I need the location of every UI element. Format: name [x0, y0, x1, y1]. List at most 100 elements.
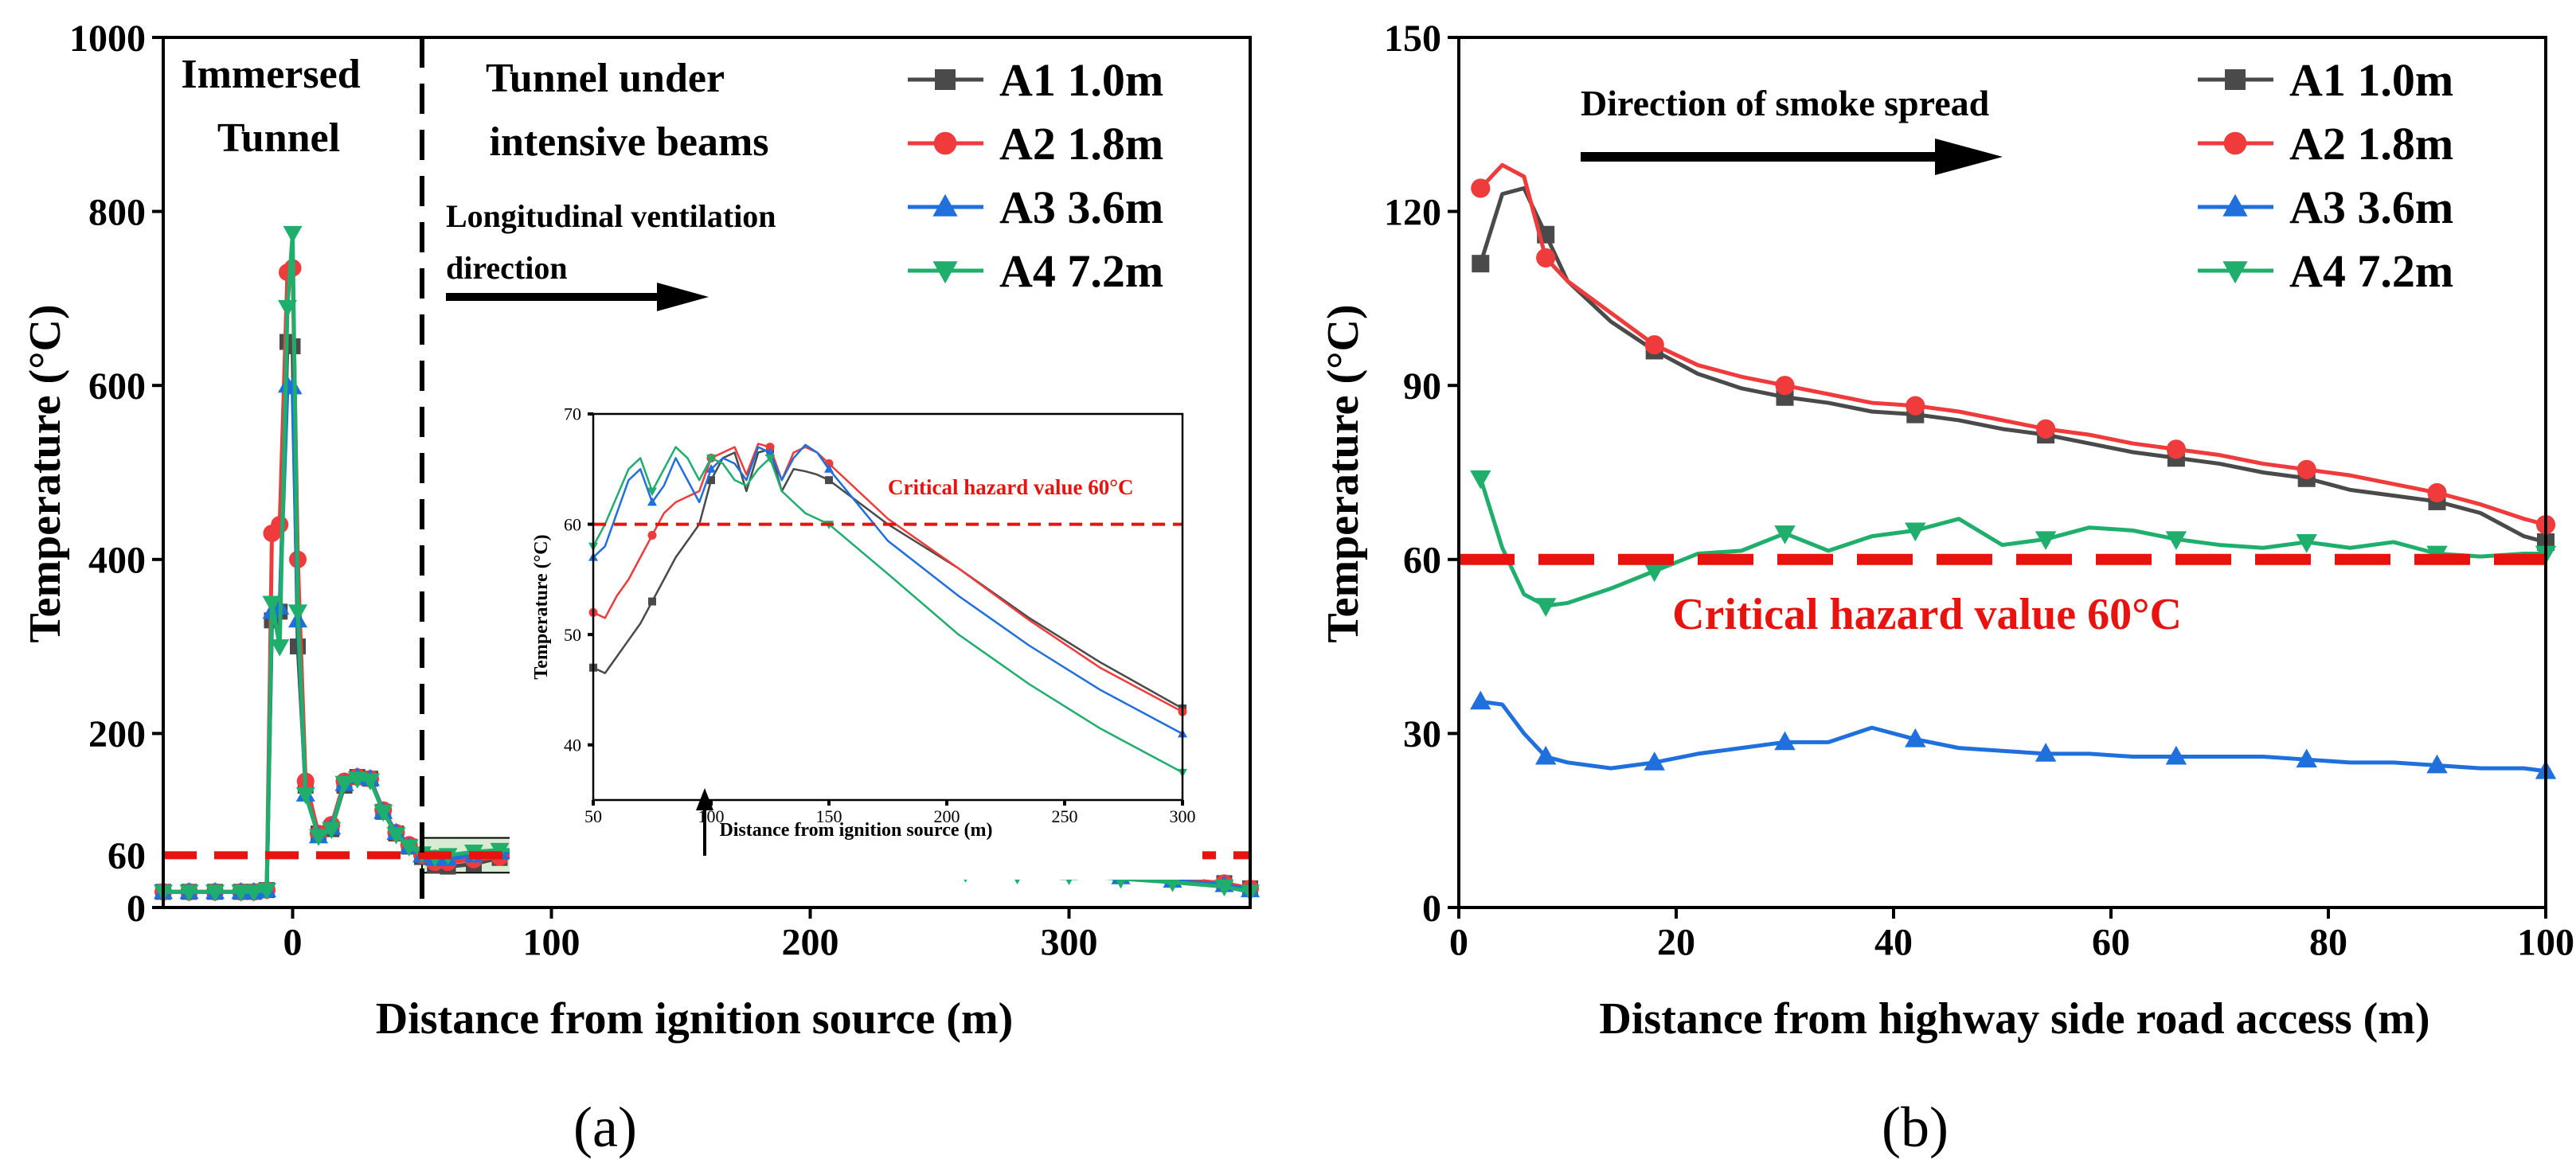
panel-b-legend: A1 1.0m A2 1.8m A3 3.6m A4 7.2m: [2198, 54, 2453, 297]
y-tick-label: 150: [1384, 18, 1441, 60]
x-tick-label: 300: [1041, 922, 1098, 964]
data-point-A3: [706, 464, 716, 473]
legend-label-A1: A1 1.0m: [999, 54, 1163, 106]
series-line-A3: [592, 443, 1183, 735]
data-point-A3: [2426, 754, 2448, 774]
legend-item-A3: A3 3.6m: [2198, 181, 2453, 233]
x-tick-label: 0: [1449, 922, 1468, 964]
x-tick-label: 50: [584, 806, 602, 826]
panel-a-ventilation-label-line1: Longitudinal ventilation: [446, 198, 776, 234]
series-line-A2: [592, 443, 1183, 713]
data-point-A4: [2035, 531, 2057, 551]
data-point-A3: [283, 377, 303, 395]
panel-a-label: (a): [573, 1095, 637, 1159]
y-tick-label: 800: [88, 191, 146, 233]
y-tick-label: 60: [1403, 540, 1441, 582]
legend-label-A1: A1 1.0m: [2289, 54, 2453, 106]
panel-b-critical-label: Critical hazard value 60°C: [1672, 590, 2182, 639]
data-point-A3: [1644, 751, 1665, 771]
panel-a-region-right-line1: Tunnel under: [486, 56, 725, 101]
legend-marker-A4: [932, 261, 958, 284]
panel-a-x-axis-label: Distance from ignition source (m): [376, 994, 1014, 1044]
data-point-A3: [1774, 731, 1796, 751]
x-tick-label: 150: [816, 806, 842, 826]
data-point-A4: [1535, 598, 1557, 617]
panel-b-label: (b): [1882, 1095, 1949, 1159]
data-point-A4: [765, 454, 775, 463]
series-line-A2: [1479, 162, 2547, 527]
y-tick-label: 0: [1422, 888, 1441, 930]
data-point-A2: [1906, 396, 1925, 416]
data-point-A3: [1535, 745, 1557, 765]
data-point-A3: [1905, 728, 1926, 747]
y-tick-label: 200: [88, 713, 146, 755]
data-point-A4: [706, 454, 716, 463]
data-point-A4: [1774, 525, 1796, 544]
panel-b-ticks: 0 20 40 60 80 100 0 30 60 90 120 150: [1384, 18, 2574, 964]
legend-item-A4: A4 7.2m: [908, 245, 1163, 297]
data-point-A2: [647, 530, 657, 540]
panel-b-series-group: [1459, 162, 2557, 779]
legend-label-A4: A4 7.2m: [2289, 245, 2453, 297]
panel-b: 0 20 40 60 80 100 0 30 60 90 120 150 Direction of s…: [1319, 18, 2574, 1159]
data-point-A4: [399, 839, 419, 857]
x-tick-label: 0: [283, 922, 303, 964]
panel-a-plot-frame: [162, 36, 1252, 909]
y-tick-label: 60: [564, 514, 581, 534]
data-point-A1: [1472, 255, 1490, 273]
legend-marker-A4: [2222, 261, 2248, 284]
data-point-A2: [1471, 178, 1491, 198]
data-point-A4: [244, 884, 264, 902]
inset-critical-label: Critical hazard value 60°C: [888, 475, 1134, 499]
series-A2: [1471, 162, 2556, 535]
legend-marker-A1: [2225, 69, 2246, 90]
legend-label-A2: A2 1.8m: [2289, 118, 2453, 170]
data-point-A2: [2036, 419, 2056, 439]
legend-item-A4: A4 7.2m: [2198, 245, 2453, 297]
x-tick-label: 200: [934, 806, 960, 826]
panel-a-ticks: 0 100 200 300 0 200 400 600 800 1000 60: [69, 18, 1098, 964]
y-tick-label-critical: 60: [107, 835, 146, 877]
data-point-A4: [334, 775, 354, 794]
panel-b-arrow-label: Direction of smoke spread: [1581, 83, 1990, 123]
data-point-A2: [2297, 459, 2316, 479]
legend-marker-A3: [932, 193, 958, 217]
panel-a-legend: A1 1.0m A2 1.8m A3 3.6m A4 7.2m: [908, 54, 1163, 297]
y-tick-label: 30: [1403, 713, 1441, 755]
series-A3: [1470, 690, 2557, 779]
x-tick-label: 40: [1874, 922, 1913, 964]
panel-b-x-axis-label: Distance from highway side road access (…: [1599, 994, 2429, 1044]
data-point-A3: [1470, 690, 1491, 710]
x-tick-label: 20: [1657, 922, 1695, 964]
series-line-A1: [1478, 185, 2547, 544]
x-tick-label: 200: [782, 922, 839, 964]
data-point-A4: [361, 773, 380, 790]
data-point-A4: [347, 771, 367, 789]
x-tick-label: 300: [1170, 806, 1196, 826]
x-tick-label: 250: [1052, 806, 1078, 826]
data-point-A4: [179, 884, 199, 902]
data-point-A4: [2165, 531, 2187, 551]
data-point-A4: [1644, 563, 1665, 583]
panel-a-region-left-line1: Immersed: [181, 52, 360, 97]
data-point-A2: [2427, 482, 2447, 503]
panel-a-region-left-line2: Tunnel: [217, 115, 340, 161]
series-line-A4: [1478, 478, 2546, 608]
legend-label-A2: A2 1.8m: [999, 118, 1163, 170]
inset-x-axis-label: Distance from ignition source (m): [719, 820, 992, 841]
panel-a: 0 100 200 300 0 200 400 600 800 1000 60 Immersed T…: [21, 18, 1260, 1159]
y-tick-label: 70: [564, 404, 581, 424]
x-tick-label: 60: [2092, 922, 2130, 964]
data-point-A1: [707, 476, 715, 485]
data-point-A3: [824, 464, 834, 473]
data-point-A1: [825, 476, 833, 485]
inset-y-axis-label: Temperature (°C): [531, 534, 552, 679]
inset-series-group: [588, 443, 1187, 778]
data-point-A4: [309, 829, 328, 846]
y-tick-label: 600: [88, 365, 146, 408]
data-point-A4: [262, 595, 282, 613]
data-point-A4: [2296, 534, 2317, 553]
